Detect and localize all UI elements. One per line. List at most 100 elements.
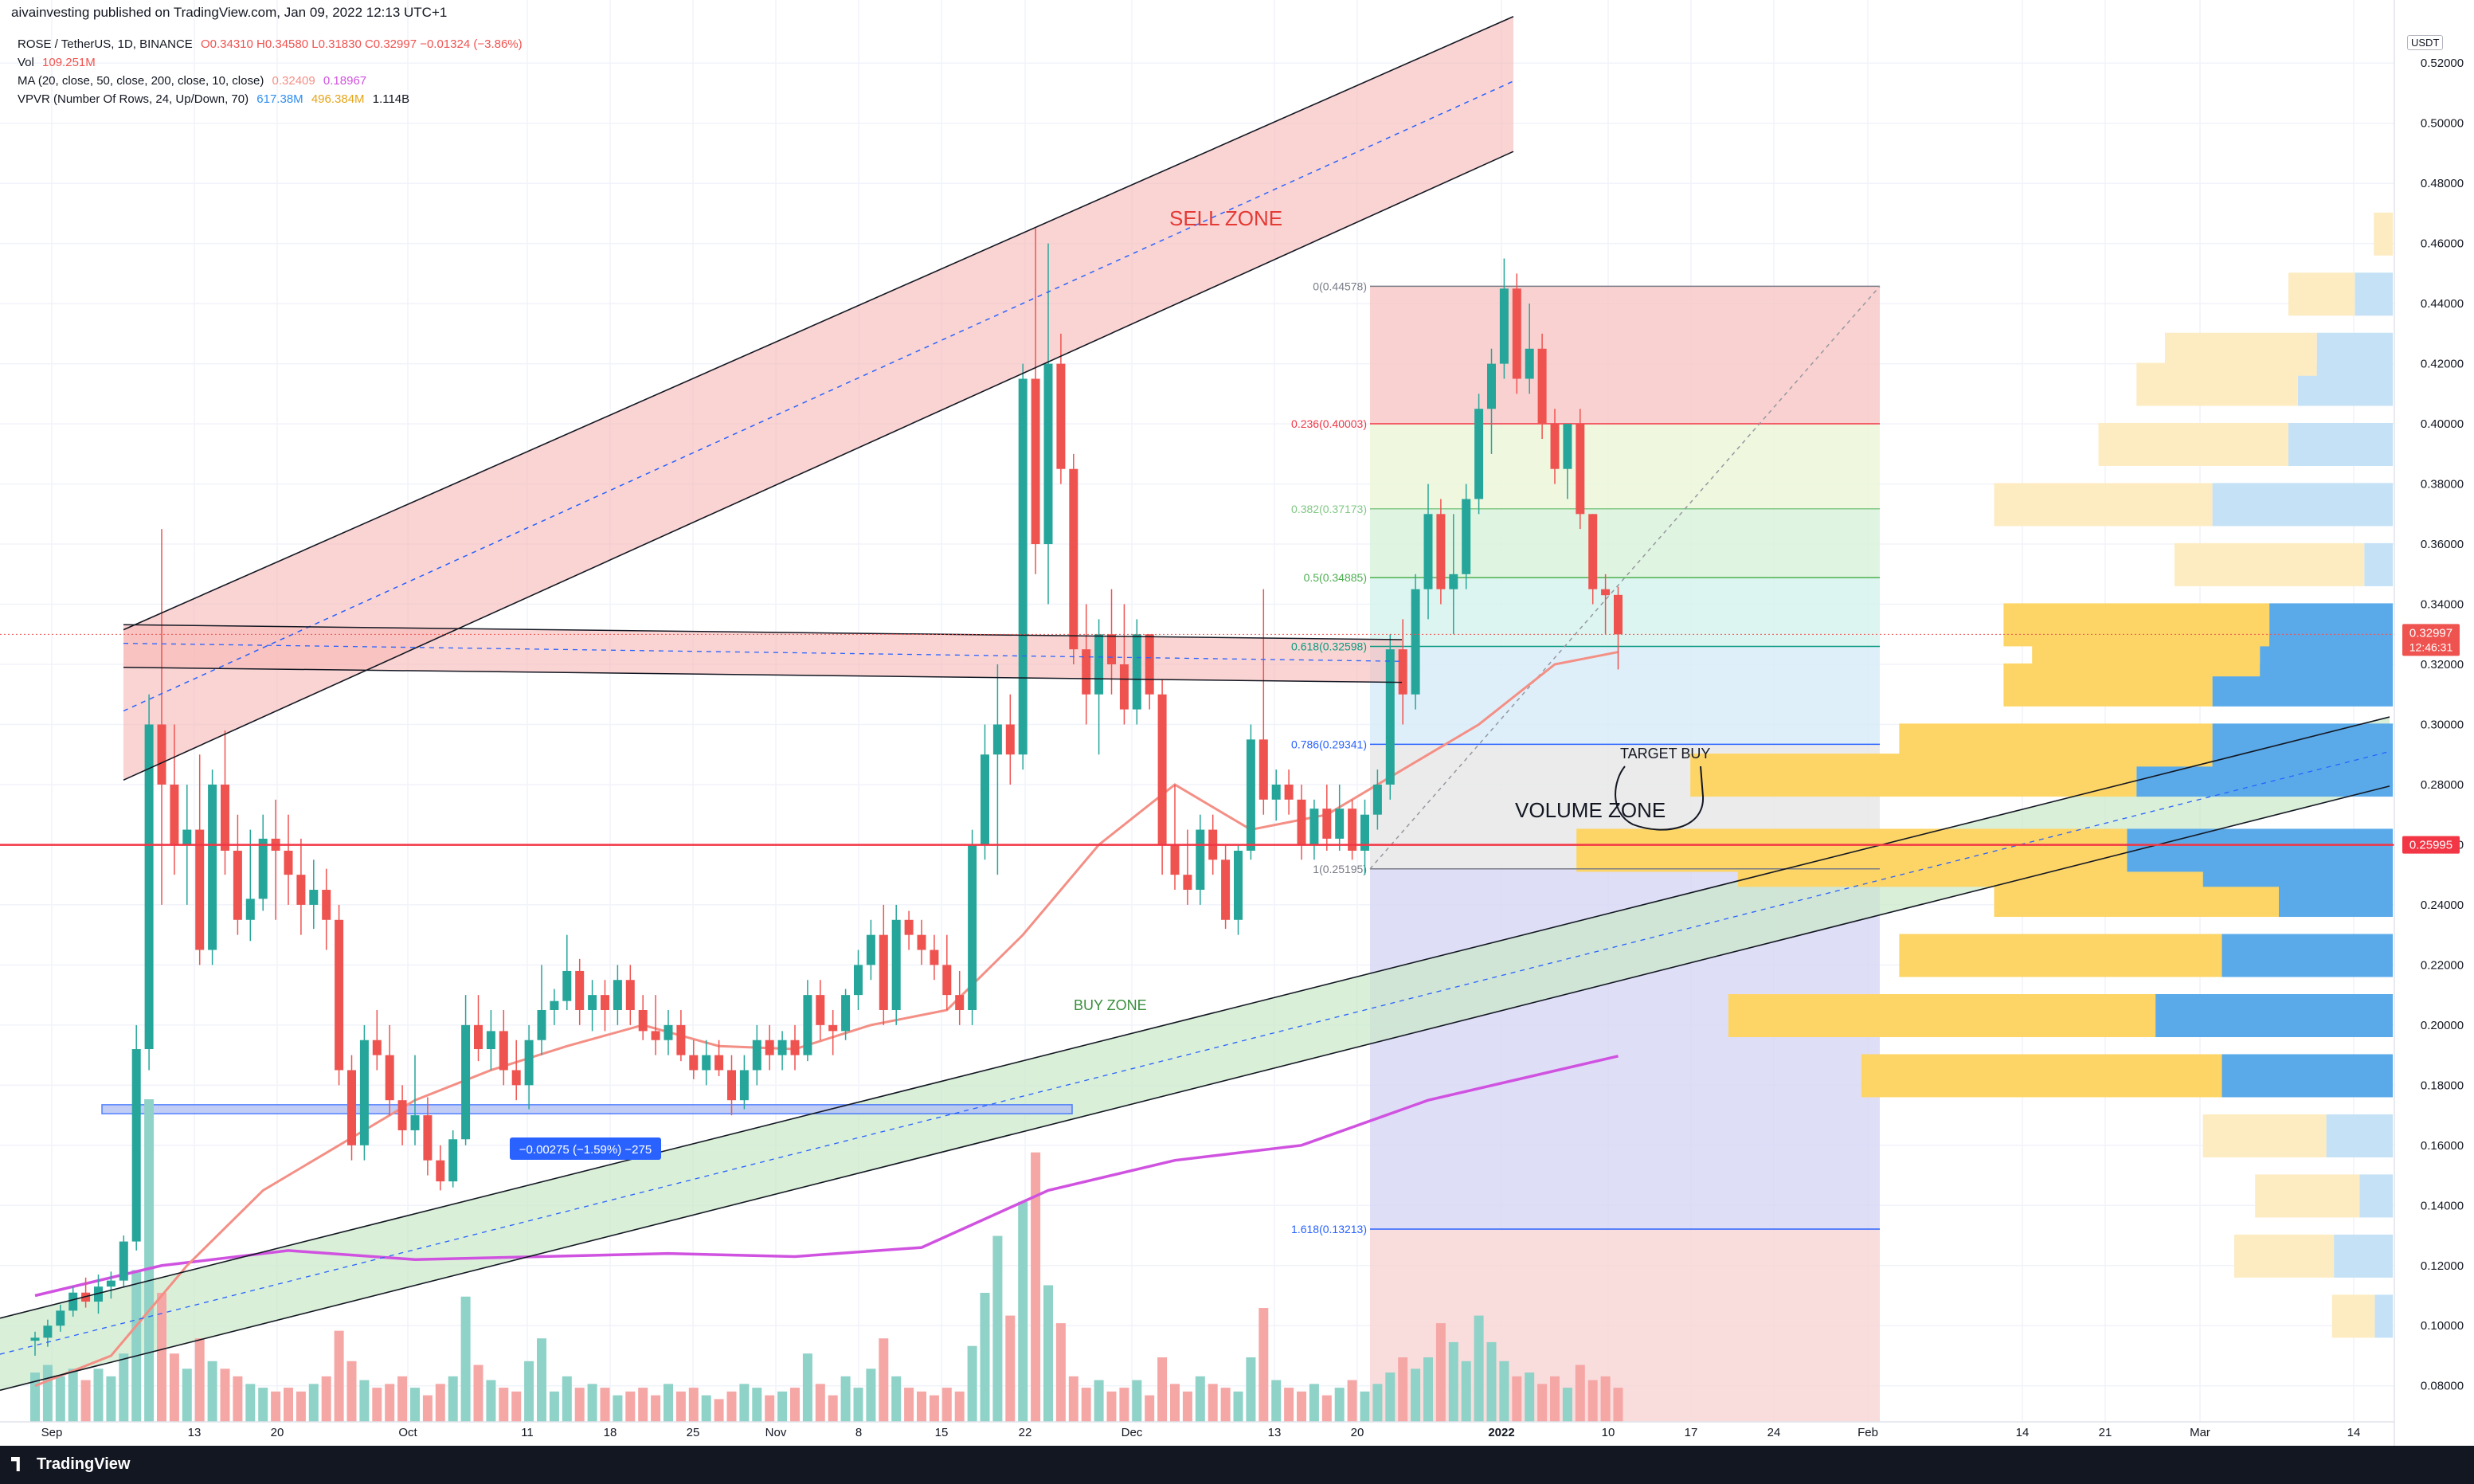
- price-tick-label: 0.34000: [2421, 598, 2464, 612]
- volume-bar: [499, 1388, 509, 1422]
- candle-body: [676, 1024, 686, 1055]
- candle-body: [1360, 814, 1369, 851]
- candle: [1614, 586, 1623, 670]
- candle: [423, 1097, 433, 1176]
- candle: [1119, 604, 1129, 725]
- candle: [1170, 784, 1180, 891]
- candle: [524, 1024, 534, 1110]
- candle-body: [448, 1139, 458, 1182]
- volume-bar: [1259, 1308, 1269, 1422]
- price-tick-label: 0.52000: [2421, 57, 2464, 70]
- vpvr-down-bar: [2355, 272, 2393, 316]
- volume-bar: [549, 1391, 559, 1422]
- vpvr-label[interactable]: VPVR (Number Of Rows, 24, Up/Down, 70): [18, 92, 249, 106]
- volume-bar: [1423, 1357, 1433, 1422]
- candle-body: [258, 838, 268, 899]
- volume-bar: [1157, 1357, 1168, 1422]
- candle-body: [322, 890, 331, 920]
- volume-bar: [448, 1376, 458, 1422]
- candle: [1348, 799, 1357, 860]
- last-price-countdown: 12:46:31: [2409, 640, 2453, 653]
- vol-label[interactable]: Vol: [18, 56, 34, 69]
- candle-body: [1132, 634, 1141, 710]
- footer-bar: TradingView: [0, 1446, 2474, 1484]
- volume-bar: [1550, 1376, 1560, 1422]
- ma-label[interactable]: MA (20, close, 50, close, 200, close, 10…: [18, 74, 264, 88]
- vpvr-down-bar: [2316, 332, 2393, 376]
- volume-bar: [739, 1384, 750, 1422]
- fib-band: [1370, 578, 1880, 647]
- price-tick-label: 0.08000: [2421, 1380, 2464, 1393]
- volume-bar: [1575, 1365, 1585, 1422]
- volume-bar: [651, 1395, 661, 1422]
- volume-bar: [1448, 1341, 1458, 1422]
- brand-label: TradingView: [37, 1455, 131, 1473]
- candle: [499, 1009, 508, 1086]
- candle: [930, 934, 939, 981]
- volume-bar: [106, 1376, 116, 1422]
- time-tick-label: 18: [604, 1426, 617, 1439]
- candle-body: [309, 890, 319, 905]
- candle-body: [1157, 694, 1167, 845]
- candle-body: [689, 1055, 699, 1071]
- target-buy-label: TARGET BUY: [1620, 746, 1710, 762]
- vpvr-down-bar: [2222, 934, 2393, 977]
- candle: [714, 1040, 724, 1077]
- symbol-label[interactable]: ROSE / TetherUS, 1D, BINANCE: [18, 37, 193, 51]
- candle-body: [1423, 514, 1433, 589]
- candle-body: [981, 754, 989, 845]
- candle: [144, 694, 154, 1071]
- time-tick-label: 15: [935, 1426, 949, 1439]
- candle-body: [1145, 634, 1154, 695]
- candle: [1601, 574, 1611, 635]
- key-level-badge: [2402, 836, 2460, 854]
- volume-bar: [1613, 1388, 1623, 1422]
- candle-body: [69, 1292, 78, 1311]
- volume-bar: [1372, 1384, 1383, 1422]
- candle: [854, 950, 863, 1010]
- time-tick-label: 20: [271, 1426, 284, 1439]
- candle: [1474, 394, 1484, 515]
- candle: [448, 1130, 458, 1188]
- time-tick-label: 8: [855, 1426, 862, 1439]
- vpvr-down-bar: [2212, 483, 2393, 527]
- time-tick-label: 2022: [1488, 1426, 1514, 1439]
- candle-body: [1069, 468, 1078, 650]
- currency-badge[interactable]: USDT: [2407, 35, 2444, 50]
- volume-bar: [891, 1376, 902, 1422]
- volume-bar: [131, 1270, 142, 1422]
- time-tick-label: 17: [1685, 1426, 1698, 1439]
- volume-bar: [587, 1384, 597, 1422]
- candle-body: [1576, 424, 1585, 515]
- price-tick-label: 0.12000: [2421, 1259, 2464, 1273]
- candle-body: [1246, 739, 1255, 851]
- candle-body: [119, 1241, 128, 1281]
- vpvr-up-bar: [1728, 993, 2156, 1037]
- candle: [638, 995, 648, 1040]
- vol-value: 109.251M: [42, 56, 96, 69]
- legend-vol-row: Vol 109.251M: [18, 53, 523, 72]
- candle-body: [1537, 348, 1547, 425]
- vpvr-value-2: 496.384M: [311, 92, 365, 106]
- vpvr-down-bar: [2288, 422, 2393, 466]
- candle-body: [410, 1115, 420, 1130]
- candle-body: [1259, 739, 1268, 800]
- sell-channel-top: [123, 16, 1514, 631]
- candle-body: [942, 965, 952, 996]
- volume-bar: [1031, 1152, 1041, 1422]
- candle-body: [1588, 514, 1598, 589]
- volume-bar: [1321, 1395, 1332, 1422]
- candle-body: [461, 1024, 471, 1140]
- resistance-top: [123, 624, 1403, 640]
- candle: [816, 980, 825, 1040]
- legend-vpvr-row: VPVR (Number Of Rows, 24, Up/Down, 70) 6…: [18, 90, 523, 108]
- fib-band: [1370, 646, 1880, 745]
- volume-bar: [1474, 1315, 1484, 1422]
- candle: [1360, 799, 1369, 875]
- candle: [474, 995, 483, 1062]
- volume-bar: [954, 1391, 965, 1422]
- tradingview-logo[interactable]: TradingView: [11, 1455, 130, 1474]
- candle-body: [182, 829, 192, 845]
- candle: [131, 1024, 141, 1251]
